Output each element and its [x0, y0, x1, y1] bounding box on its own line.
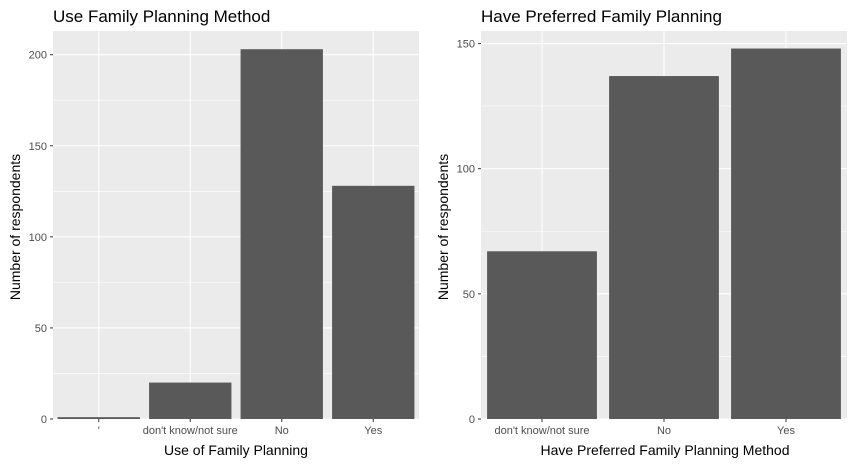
- chart-1-x-tick-label: ': [98, 425, 100, 437]
- chart-1-bar: [332, 185, 415, 419]
- chart-1-plot-area: 0 50 100 150 200 ' don't know/not sure No Yes: [29, 31, 419, 437]
- chart-1-bar: [149, 382, 232, 419]
- chart-1-y-axis-label: Number of respondents: [7, 154, 23, 300]
- chart-2-x-axis-label: Have Preferred Family Planning Method: [540, 442, 789, 458]
- chart-1-title: Use Family Planning Method: [53, 7, 270, 26]
- chart-2-title: Have Preferred Family Planning: [481, 7, 722, 26]
- chart-1-x-tick-label: don't know/not sure: [143, 425, 238, 437]
- chart-2-x-tick-label: Yes: [777, 425, 795, 437]
- chart-2-bar: [487, 251, 597, 419]
- chart-1-bar: [57, 417, 140, 419]
- chart-1-y-tick-label: 100: [29, 232, 47, 244]
- chart-2-y-tick-label: 100: [457, 164, 475, 176]
- chart-1-x-tick-label: Yes: [364, 425, 382, 437]
- chart-2-x-tick-label: No: [657, 425, 671, 437]
- chart-2-y-axis-label: Number of respondents: [435, 154, 451, 300]
- chart-2-x-tick-label: don't know/not sure: [494, 425, 589, 437]
- chart-1-y-tick-label: 150: [29, 141, 47, 153]
- chart-2-bar: [731, 48, 841, 419]
- chart-2-bar: [609, 76, 719, 419]
- chart-1-x-tick-label: No: [275, 425, 289, 437]
- chart-1-y-tick-label: 50: [35, 323, 47, 335]
- chart-1-y-tick-label: 0: [41, 414, 47, 426]
- chart-1-bar: [240, 49, 323, 419]
- chart-2-y-tick-label: 150: [457, 39, 475, 51]
- chart-2-y-tick-label: 50: [463, 289, 475, 301]
- chart-2-y-tick-label: 0: [469, 414, 475, 426]
- chart-2-plot-area: 0 50 100 150 don't know/not sure No Yes: [457, 31, 847, 437]
- chart-1-x-axis-label: Use of Family Planning: [164, 442, 308, 458]
- chart-1-y-tick-label: 200: [29, 50, 47, 62]
